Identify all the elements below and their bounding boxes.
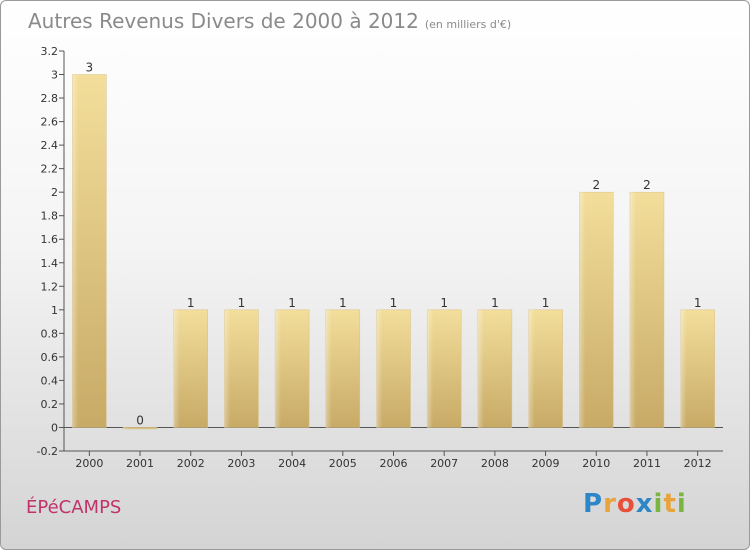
x-tick-label: 2009 [532,457,560,470]
x-tick-label: 2007 [430,457,458,470]
bar-highlight [376,309,383,428]
logo-letter: i [653,489,664,519]
y-tick-label: -0.2 [37,445,58,458]
chart-title-unit: (en milliers d'€) [424,18,512,31]
bar-highlight [427,309,434,428]
place-name: ÉPéCAMPS [26,497,122,518]
bar-highlight [123,427,130,429]
y-tick-label: 3 [51,69,58,82]
bar-highlight [629,192,636,428]
x-tick-label: 2004 [278,457,306,470]
value-label: 2 [643,178,651,192]
value-label: 1 [440,296,448,310]
y-tick-label: 2.6 [41,116,59,129]
x-tick-label: 2012 [684,457,712,470]
logo-letter: r [603,489,617,519]
bar-highlight [477,309,484,428]
y-tick-label: 0 [51,421,58,434]
y-tick-label: 0.4 [41,374,59,387]
x-tick-label: 2008 [481,457,509,470]
value-label: 1 [238,296,246,310]
x-tick-label: 2003 [227,457,255,470]
bar-highlight [680,309,687,428]
logo-letter: o [616,489,636,519]
labels: 2000 3 2001 0 2002 1 2003 1 2004 1 2005 1 2006 1 2007 1… [75,61,711,470]
x-tick-label: 2006 [380,457,408,470]
value-label: 1 [491,296,499,310]
x-tick-label: 2011 [633,457,661,470]
value-label: 1 [187,296,195,310]
bars [72,74,715,430]
y-tick-label: 1.4 [41,257,59,270]
logo-letter: x [635,489,654,519]
bar-highlight [173,309,180,428]
value-label: 0 [136,413,144,427]
chart-title: Autres Revenus Divers de 2000 à 2012 (en … [28,9,511,33]
bar-highlight [72,74,79,428]
y-tick-label: 2.8 [41,92,59,105]
value-label: 1 [694,296,702,310]
logo-letter: P [583,489,604,519]
bar-highlight [528,309,535,428]
value-label: 1 [390,296,398,310]
y-tick-label: 2.2 [41,163,59,176]
axes: -0.2 0 0.2 0.4 0.6 0.8 1 1.2 1.4 1.6 1.8 2 2.2 2.4 2.6… [37,45,723,458]
x-tick-label: 2010 [582,457,610,470]
chart-title-main: Autres Revenus Divers de 2000 à 2012 [28,9,419,33]
value-label: 3 [86,61,94,75]
bar-highlight [224,309,231,428]
y-tick-label: 0.2 [41,398,59,411]
x-tick-label: 2001 [126,457,154,470]
y-tick-label: 2.4 [41,139,59,152]
x-tick-label: 2002 [177,457,205,470]
y-tick-label: 0.6 [41,351,59,364]
bar-highlight [275,309,282,428]
y-tick-label: 1.2 [41,280,59,293]
logo-letter: i [676,489,687,519]
value-label: 1 [339,296,347,310]
value-label: 1 [542,296,550,310]
bar-highlight [579,192,586,428]
bar-highlight [325,309,332,428]
proxiti-logo: Proxiti [583,489,687,519]
y-tick-label: 0.8 [41,327,59,340]
value-label: 2 [592,178,600,192]
x-tick-label: 2000 [75,457,103,470]
y-tick-label: 1.8 [41,210,59,223]
y-tick-label: 2 [51,186,58,199]
x-tick-label: 2005 [329,457,357,470]
logo-letter: t [663,489,677,519]
y-tick-label: 3.2 [41,45,59,58]
y-tick-label: 1.6 [41,233,59,246]
value-label: 1 [288,296,296,310]
y-tick-label: 1 [51,304,58,317]
